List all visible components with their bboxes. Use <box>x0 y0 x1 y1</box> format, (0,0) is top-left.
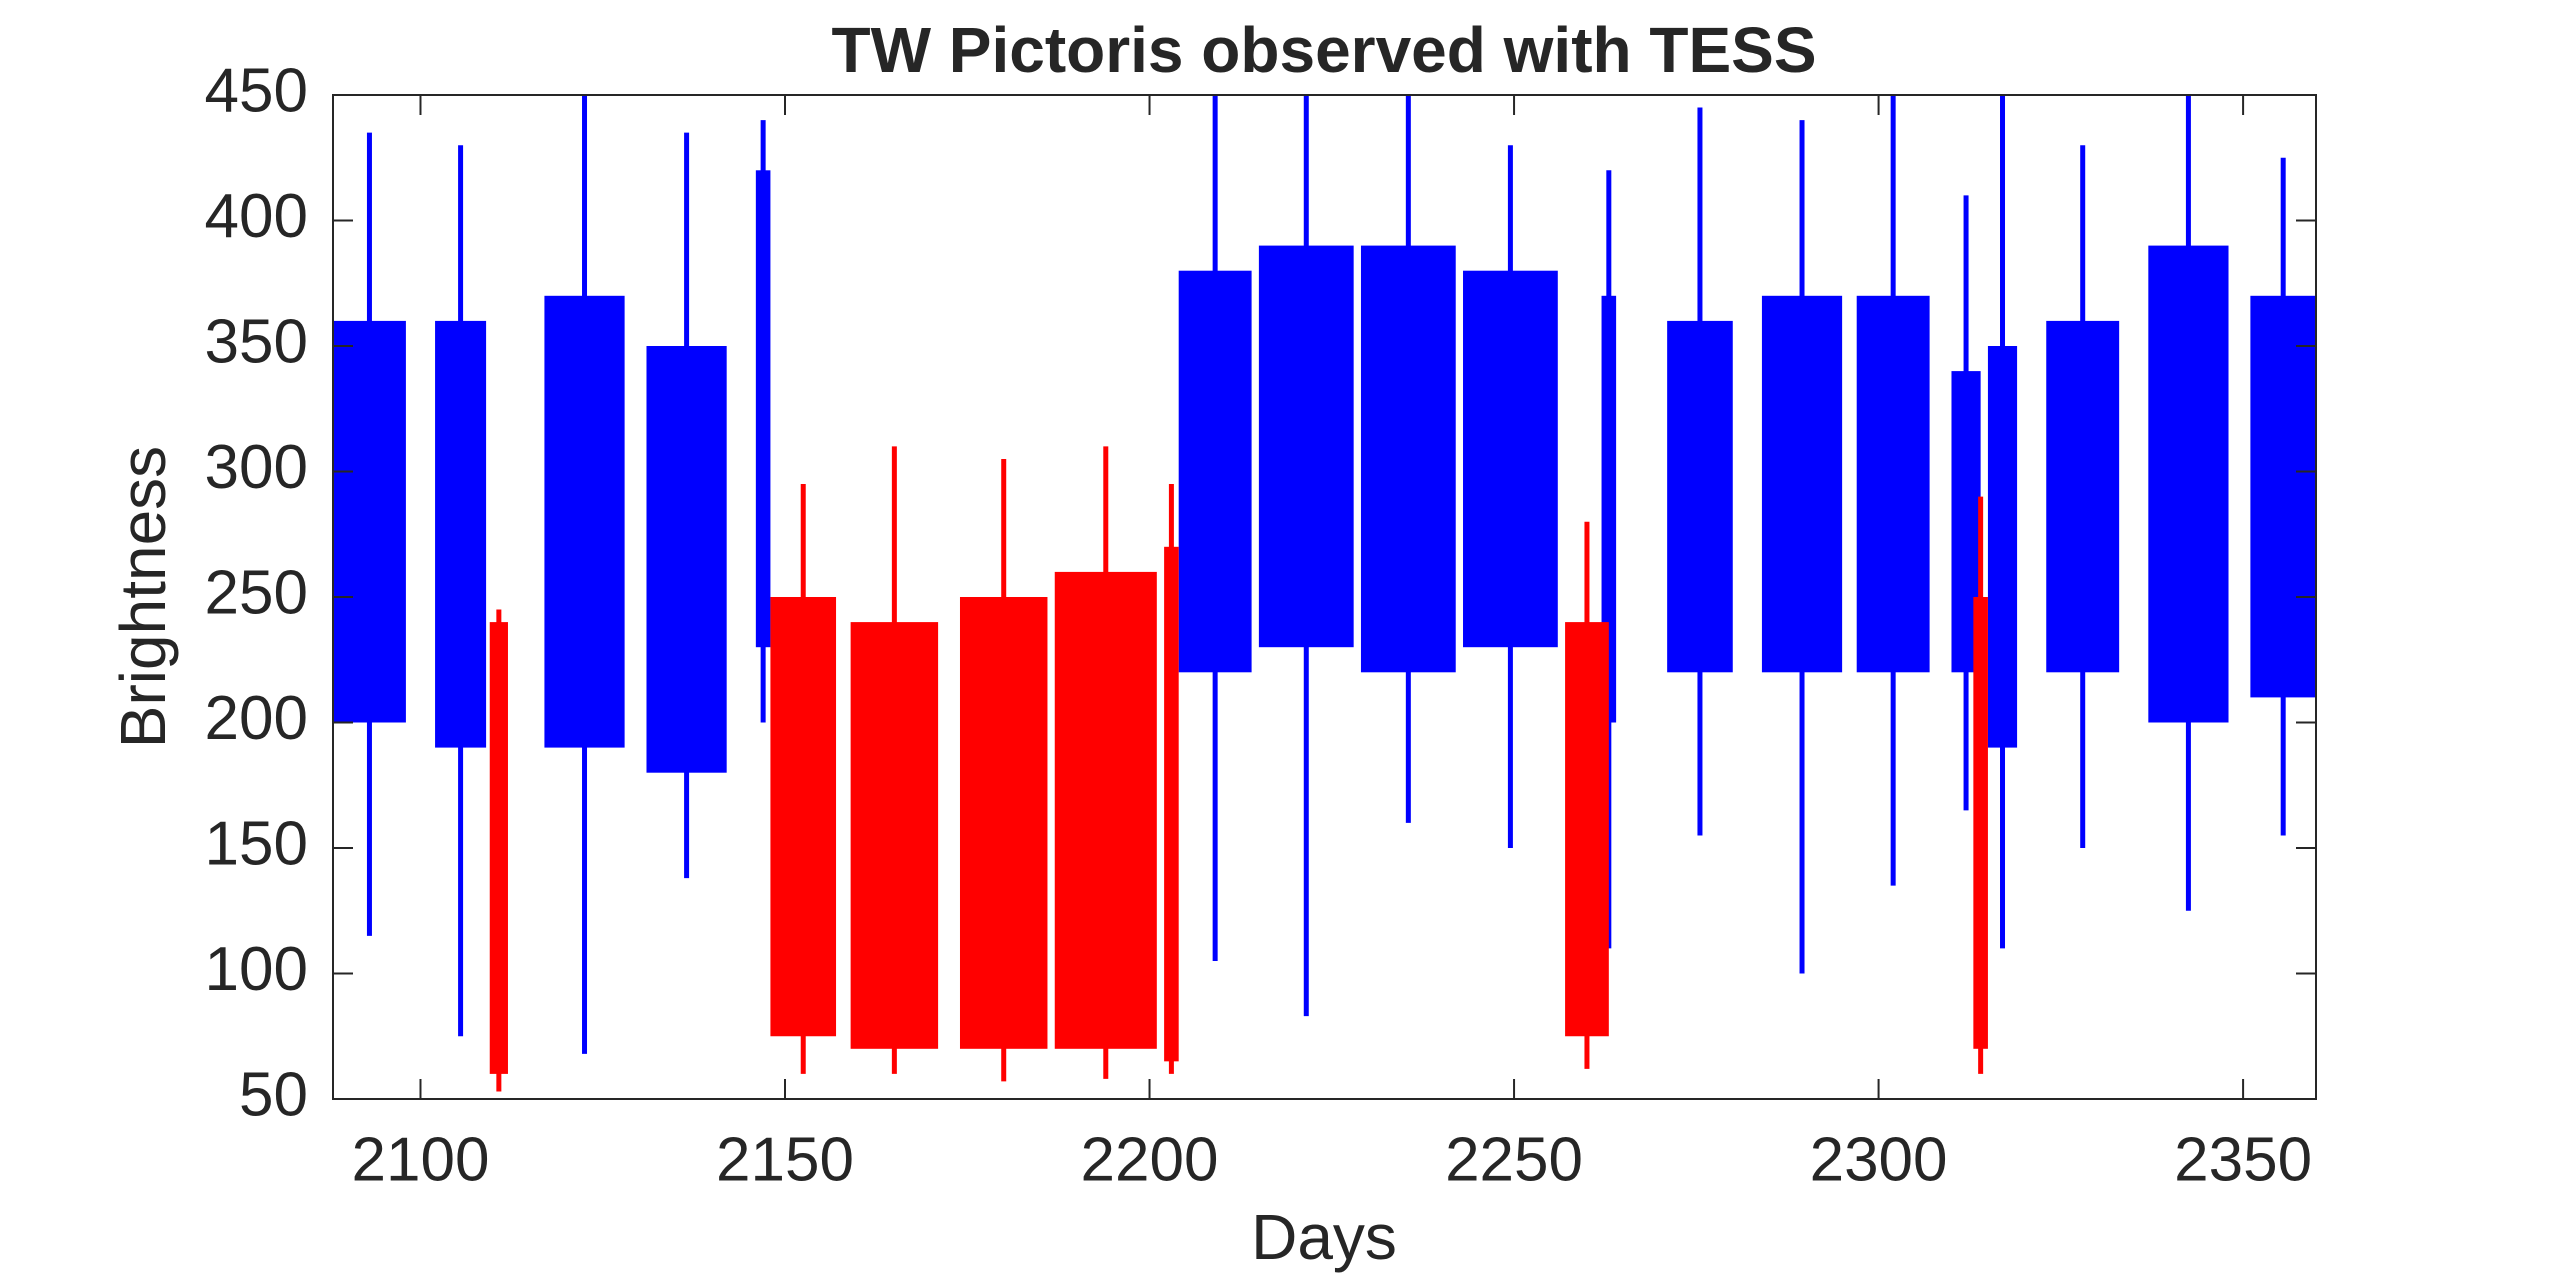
brightness-band <box>544 295 625 748</box>
y-tick-label: 150 <box>205 809 308 878</box>
brightness-band <box>646 346 727 773</box>
brightness-band <box>1987 346 2018 748</box>
brightness-band <box>1565 622 1609 1037</box>
y-tick-label: 400 <box>205 182 308 251</box>
x-tick-label: 2250 <box>1445 1125 1583 1194</box>
x-tick-label: 2200 <box>1081 1125 1219 1194</box>
y-tick-label: 200 <box>205 684 308 753</box>
x-tick-label: 2300 <box>1810 1125 1948 1194</box>
x-tick-label: 2100 <box>352 1125 490 1194</box>
brightness-band <box>1667 320 1733 673</box>
y-tick-label: 50 <box>239 1060 308 1129</box>
brightness-band <box>770 597 837 1037</box>
brightness-band <box>1164 546 1179 1062</box>
brightness-band <box>489 622 508 1074</box>
brightness-band <box>1258 245 1354 648</box>
chart-title: TW Pictoris observed with TESS <box>831 14 1816 86</box>
x-tick-label: 2150 <box>716 1125 854 1194</box>
brightness-band <box>755 170 771 648</box>
brightness-band <box>1360 245 1456 673</box>
brightness-band <box>435 320 487 748</box>
brightness-band <box>1054 571 1157 1049</box>
brightness-band <box>959 597 1048 1049</box>
y-tick-label: 100 <box>205 935 308 1004</box>
brightness-band <box>333 320 406 723</box>
brightness-band <box>1463 270 1558 648</box>
y-tick-label: 250 <box>205 558 308 627</box>
brightness-band <box>1973 597 1988 1049</box>
brightness-band <box>1856 295 1930 673</box>
brightness-band <box>1761 295 1843 673</box>
y-tick-label: 300 <box>205 433 308 502</box>
brightness-band <box>1601 295 1617 723</box>
brightness-band <box>2046 320 2120 673</box>
brightness-band <box>2148 245 2229 723</box>
brightness-band <box>850 622 939 1049</box>
brightness-band <box>1178 270 1252 673</box>
y-tick-label: 450 <box>205 56 308 125</box>
y-axis-label: Brightness <box>107 446 179 748</box>
y-tick-label: 350 <box>205 307 308 376</box>
x-tick-label: 2350 <box>2174 1125 2312 1194</box>
brightness-band <box>2250 295 2316 698</box>
x-axis-label: Days <box>1251 1201 1397 1273</box>
